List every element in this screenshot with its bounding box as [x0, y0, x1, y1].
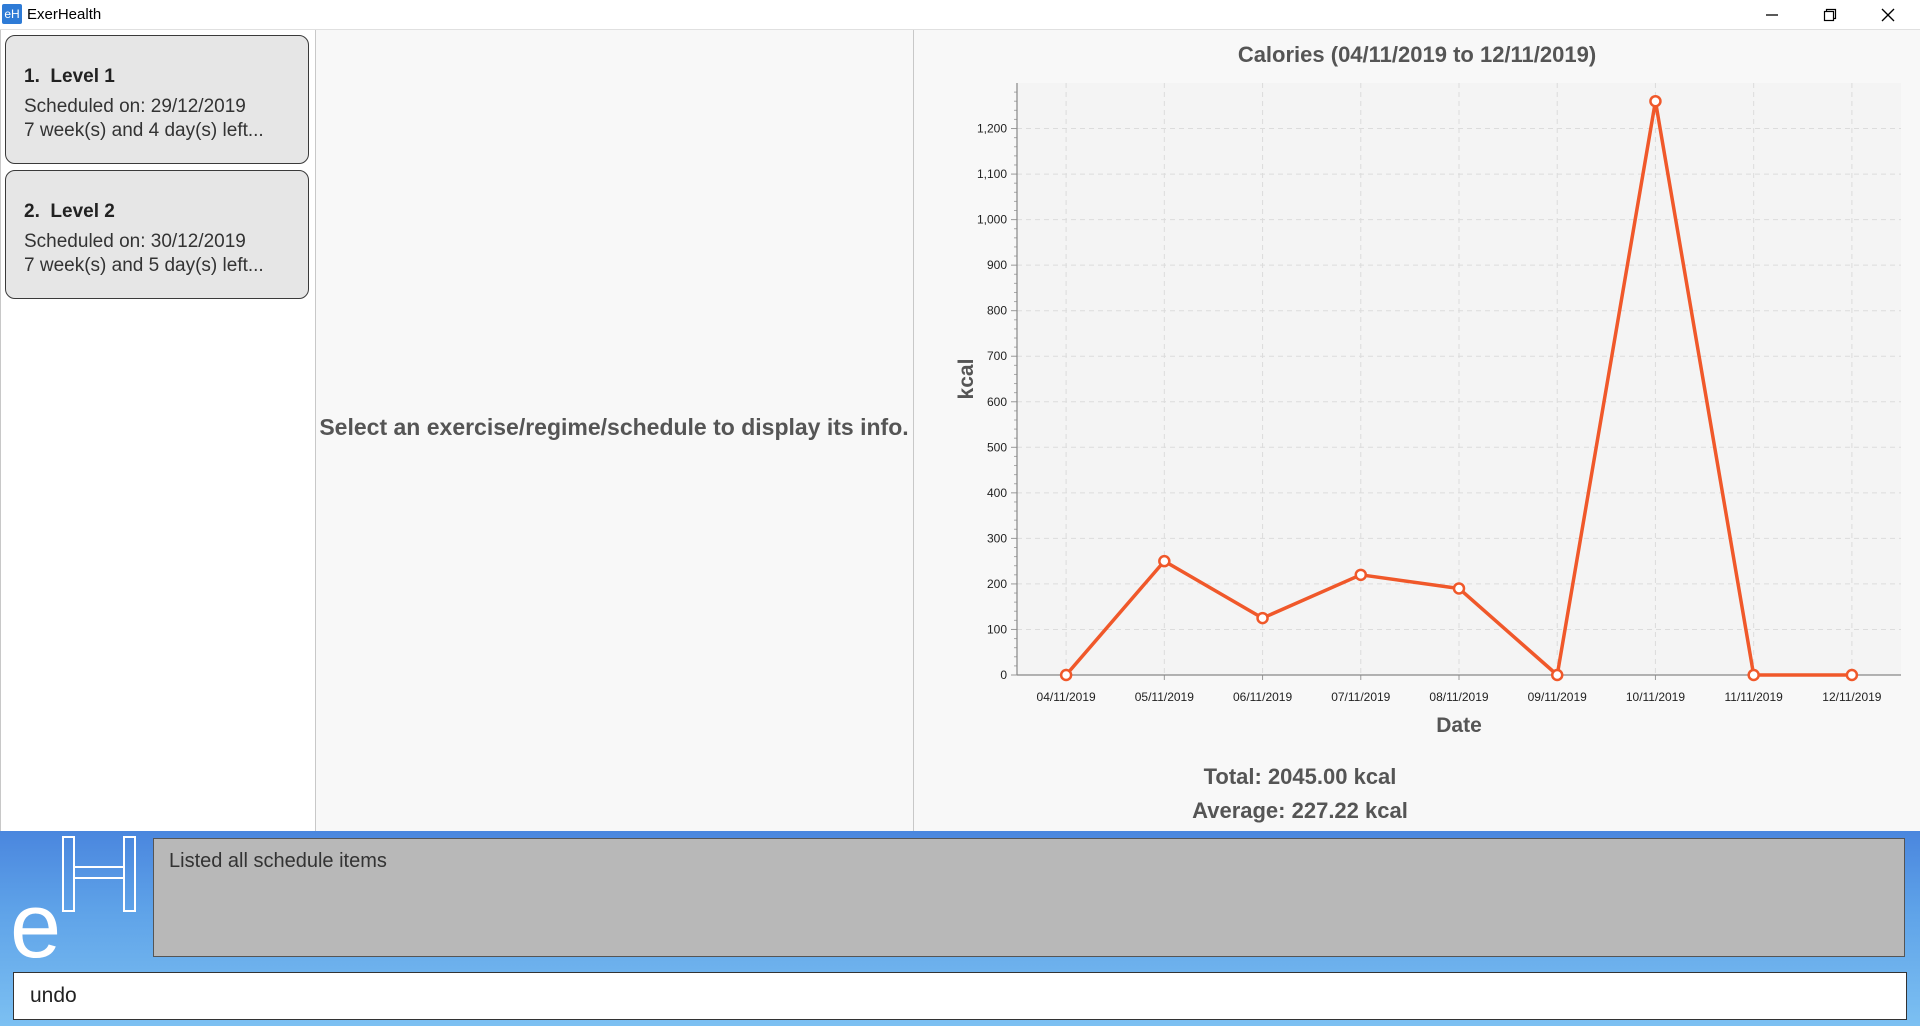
info-placeholder: Select an exercise/regime/schedule to di… [319, 414, 909, 440]
x-tick-label: 11/11/2019 [1725, 690, 1784, 704]
y-tick-label: 100 [987, 622, 1007, 636]
list-item-remaining: 7 week(s) and 4 day(s) left... [24, 120, 264, 141]
y-tick-label: 400 [987, 486, 1007, 500]
schedule-list[interactable]: 1. Level 1 Scheduled on: 29/12/2019 7 we… [0, 30, 316, 832]
x-axis-label: Date [1436, 714, 1482, 737]
app-icon: eH [2, 4, 22, 24]
data-point [1649, 94, 1662, 108]
bottom-panel: e Listed all schedule items undo [0, 831, 1920, 1026]
total-calories: Total: 2045.00 kcal [1203, 764, 1397, 789]
y-tick-label: 300 [987, 531, 1007, 545]
main-area: 1. Level 1 Scheduled on: 29/12/2019 7 we… [0, 29, 1920, 832]
y-tick-label: 200 [987, 577, 1007, 591]
x-tick-label: 06/11/2019 [1233, 690, 1292, 704]
close-button[interactable] [1859, 0, 1917, 29]
close-icon [1881, 8, 1895, 21]
data-point [1256, 611, 1269, 625]
data-point [1059, 668, 1073, 682]
x-tick-label: 12/11/2019 [1822, 690, 1881, 704]
y-tick-label: 800 [987, 304, 1007, 318]
list-item-title: 2. Level 2 [24, 201, 115, 222]
exerhealth-logo: e [10, 836, 136, 961]
restore-icon [1823, 8, 1837, 21]
x-tick-label: 07/11/2019 [1331, 690, 1390, 704]
data-point [1550, 668, 1564, 682]
info-panel: Select an exercise/regime/schedule to di… [315, 30, 914, 832]
data-point [1845, 668, 1859, 682]
list-item-remaining: 7 week(s) and 5 day(s) left... [24, 255, 264, 276]
y-tick-label: 700 [987, 349, 1007, 363]
calories-chart: 0 100 200 300 400 500 600 700 800 900 1,000 1,100 1,… [955, 83, 1901, 737]
y-tick-label: 1,000 [977, 213, 1007, 227]
x-tick-label: 08/11/2019 [1429, 690, 1488, 704]
data-point [1747, 668, 1760, 682]
list-item-date: Scheduled on: 29/12/2019 [24, 96, 246, 117]
y-tick-label: 500 [987, 440, 1007, 454]
chart-panel: Calories (04/11/2019 to 12/11/2019) 0 100… [914, 30, 1920, 832]
y-tick-label: 900 [987, 258, 1007, 272]
y-tick-label: 1,100 [977, 167, 1007, 181]
list-item-date: Scheduled on: 30/12/2019 [24, 231, 246, 252]
x-tick-label: 10/11/2019 [1626, 690, 1685, 704]
y-tick-label: 1,200 [977, 122, 1007, 136]
y-tick-label: 600 [987, 395, 1007, 409]
data-point [1354, 568, 1368, 582]
y-tick-label: 0 [1000, 668, 1007, 682]
list-item-title: 1. Level 1 [24, 66, 115, 87]
minimize-button[interactable] [1743, 0, 1801, 29]
svg-text:e: e [10, 875, 61, 961]
data-point [1158, 554, 1171, 568]
data-point [1452, 582, 1466, 595]
command-input[interactable]: undo [13, 972, 1907, 1020]
restore-button[interactable] [1801, 0, 1859, 29]
title-bar: eH ExerHealth [0, 0, 1920, 29]
list-item[interactable]: 1. Level 1 Scheduled on: 29/12/2019 7 we… [5, 35, 309, 164]
minimize-icon [1766, 13, 1778, 16]
list-item[interactable]: 2. Level 2 Scheduled on: 30/12/2019 7 we… [5, 170, 309, 299]
result-display: Listed all schedule items [153, 838, 1905, 957]
window-title: ExerHealth [27, 6, 102, 23]
average-calories: Average: 227.22 kcal [1192, 798, 1408, 823]
chart-title: Calories (04/11/2019 to 12/11/2019) [1237, 42, 1597, 67]
plot-background [1017, 83, 1901, 675]
x-tick-label: 09/11/2019 [1528, 690, 1587, 704]
x-tick-label: 05/11/2019 [1135, 690, 1194, 704]
x-tick-label: 04/11/2019 [1037, 690, 1096, 704]
y-axis-label: kcal [955, 359, 978, 400]
